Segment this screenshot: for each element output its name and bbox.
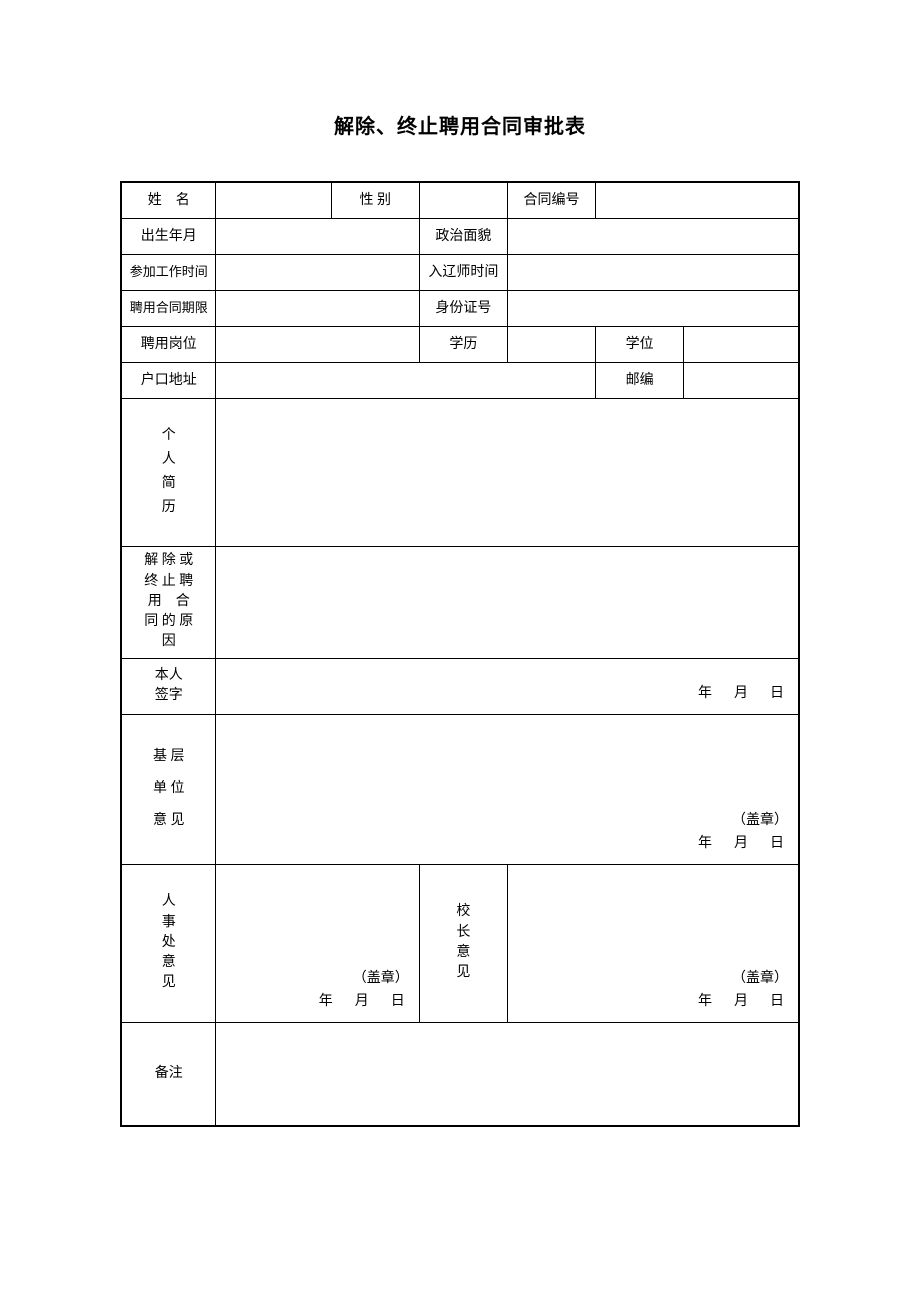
label-work-start: 参加工作时间 <box>121 254 216 290</box>
label-degree: 学位 <box>596 326 684 362</box>
principal-stamp: （盖章） <box>518 968 788 989</box>
label-name: 姓 名 <box>121 182 216 218</box>
label-contract-term: 聘用合同期限 <box>121 290 216 326</box>
label-id-no: 身份证号 <box>419 290 507 326</box>
label-birth: 出生年月 <box>121 218 216 254</box>
approval-form-table: 姓 名 性 别 合同编号 出生年月 政治面貌 参加工作时间 入辽师时间 聘用合同… <box>120 181 800 1127</box>
value-resume[interactable] <box>216 398 799 546</box>
label-contract-no: 合同编号 <box>507 182 595 218</box>
value-self-sig[interactable]: 年 月 日 <box>216 658 799 714</box>
label-position: 聘用岗位 <box>121 326 216 362</box>
value-notes[interactable] <box>216 1022 799 1126</box>
value-contract-no[interactable] <box>596 182 799 218</box>
label-postcode: 邮编 <box>596 362 684 398</box>
unit-stamp: （盖章） <box>226 810 788 831</box>
value-id-no[interactable] <box>507 290 799 326</box>
value-postcode[interactable] <box>684 362 799 398</box>
hr-date: 年 月 日 <box>226 991 408 1012</box>
label-notes: 备注 <box>121 1022 216 1126</box>
value-birth[interactable] <box>216 218 419 254</box>
value-reason[interactable] <box>216 546 799 658</box>
hr-stamp: （盖章） <box>226 968 408 989</box>
unit-date: 年 月 日 <box>226 833 788 854</box>
label-hr-opinion: 人 事 处 意 见 <box>121 864 216 1022</box>
value-political[interactable] <box>507 218 799 254</box>
value-position[interactable] <box>216 326 419 362</box>
value-gender[interactable] <box>419 182 507 218</box>
value-join-school[interactable] <box>507 254 799 290</box>
value-unit-opinion[interactable]: （盖章） 年 月 日 <box>216 714 799 864</box>
label-political: 政治面貌 <box>419 218 507 254</box>
value-hr-opinion[interactable]: （盖章） 年 月 日 <box>216 864 419 1022</box>
label-principal-opinion: 校 长 意 见 <box>419 864 507 1022</box>
value-education[interactable] <box>507 326 595 362</box>
self-sig-date: 年 月 日 <box>226 683 788 704</box>
label-education: 学历 <box>419 326 507 362</box>
value-hukou[interactable] <box>216 362 596 398</box>
form-title: 解除、终止聘用合同审批表 <box>120 110 800 139</box>
value-principal-opinion[interactable]: （盖章） 年 月 日 <box>507 864 799 1022</box>
label-resume: 个 人 简 历 <box>121 398 216 546</box>
label-join-school: 入辽师时间 <box>419 254 507 290</box>
label-unit-opinion: 基 层 单 位 意 见 <box>121 714 216 864</box>
value-name[interactable] <box>216 182 331 218</box>
label-gender: 性 别 <box>331 182 419 218</box>
label-self-sig: 本人 签字 <box>121 658 216 714</box>
label-hukou: 户口地址 <box>121 362 216 398</box>
label-reason: 解 除 或 终 止 聘 用 合 同 的 原 因 <box>121 546 216 658</box>
value-degree[interactable] <box>684 326 799 362</box>
value-contract-term[interactable] <box>216 290 419 326</box>
value-work-start[interactable] <box>216 254 419 290</box>
principal-date: 年 月 日 <box>518 991 788 1012</box>
